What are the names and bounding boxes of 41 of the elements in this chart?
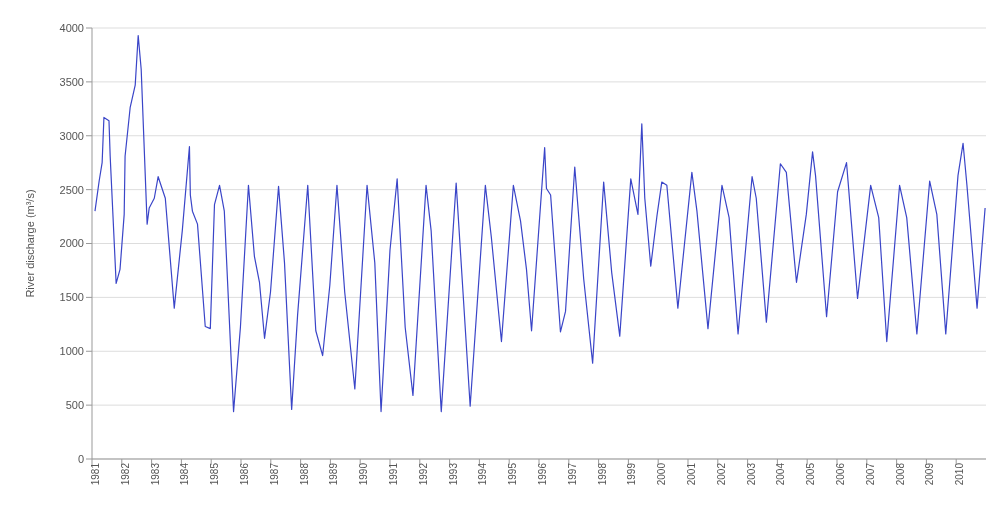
x-tick-label: 1995 xyxy=(507,462,519,486)
y-tick-label: 3500 xyxy=(59,75,84,88)
y-tick-label: 2000 xyxy=(59,237,84,250)
y-tick-label: 3000 xyxy=(59,129,84,142)
x-tick-label: 1991 xyxy=(388,462,400,486)
x-tick-label: 2002 xyxy=(715,462,727,486)
x-tick-label: 1984 xyxy=(179,462,191,486)
x-tick-label: 1986 xyxy=(239,462,251,486)
x-tick-label: 1982 xyxy=(119,462,131,486)
x-tick-label: 2007 xyxy=(864,462,876,486)
y-tick-label: 2500 xyxy=(59,183,84,196)
x-tick-label: 1989 xyxy=(328,462,340,486)
x-tick-label: 2000 xyxy=(656,462,668,486)
x-tick-label: 1994 xyxy=(477,462,489,486)
x-tick-label: 1988 xyxy=(298,462,310,486)
x-tick-label: 2005 xyxy=(805,462,817,486)
x-tick-label: 1985 xyxy=(209,462,221,486)
x-tick-label: 2009 xyxy=(924,462,936,486)
y-tick-label: 4000 xyxy=(59,21,84,34)
x-tick-label: 2010 xyxy=(954,462,966,486)
x-tick-label: 1981 xyxy=(90,462,102,486)
x-tick-label: 1993 xyxy=(447,462,459,486)
y-tick-label: 500 xyxy=(65,399,84,412)
x-tick-label: 2004 xyxy=(775,462,787,486)
x-tick-label: 1990 xyxy=(358,462,370,486)
x-tick-label: 2001 xyxy=(686,462,698,486)
x-tick-label: 2003 xyxy=(745,462,757,486)
x-tick-label: 1998 xyxy=(596,462,608,486)
y-tick-label: 0 xyxy=(77,452,84,465)
x-tick-label: 1983 xyxy=(149,462,161,486)
x-tick-label: 1999 xyxy=(626,462,638,486)
x-tick-label: 1997 xyxy=(566,462,578,486)
x-tick-label: 1996 xyxy=(537,462,549,486)
x-tick-label: 2006 xyxy=(835,462,847,486)
y-tick-label: 1500 xyxy=(59,291,84,304)
x-tick-label: 1987 xyxy=(268,462,280,486)
y-tick-label: 1000 xyxy=(59,345,84,358)
x-tick-label: 1992 xyxy=(417,462,429,486)
y-axis-title: River discharge (m³/s) xyxy=(23,189,36,298)
line-series xyxy=(94,34,986,413)
x-tick-label: 2008 xyxy=(894,462,906,486)
